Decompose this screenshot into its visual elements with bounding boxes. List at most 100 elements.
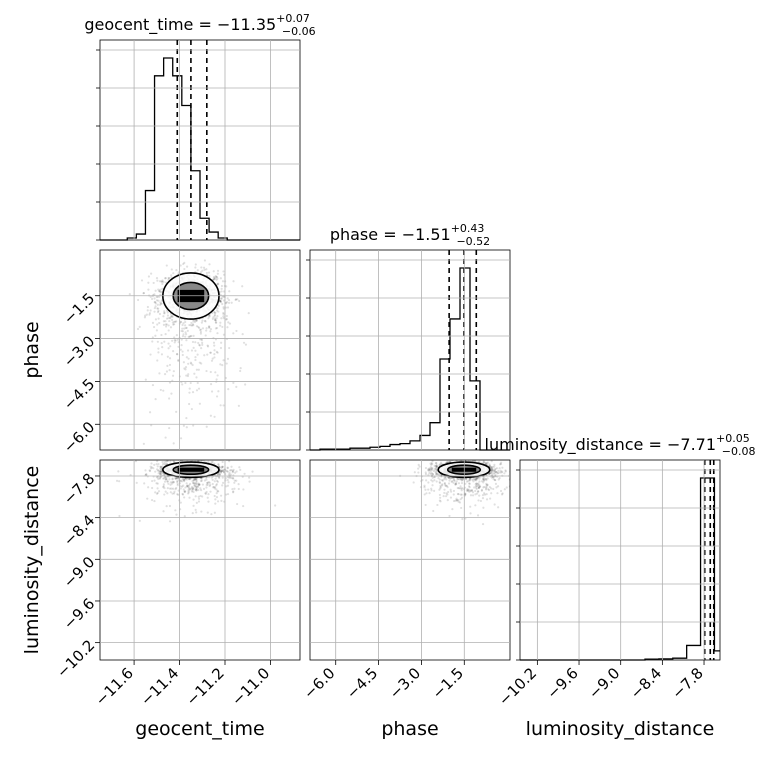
scatter-point bbox=[225, 318, 228, 321]
scatter-point bbox=[193, 484, 196, 487]
scatter-point bbox=[160, 302, 163, 305]
scatter-point bbox=[164, 325, 168, 328]
panel-frame bbox=[99, 249, 301, 451]
scatter-point bbox=[417, 463, 420, 466]
scatter-point bbox=[191, 487, 194, 490]
x-tick-label: −11.2 bbox=[183, 664, 228, 709]
scatter-point bbox=[424, 466, 428, 470]
scatter-point bbox=[487, 488, 491, 492]
scatter-point bbox=[439, 484, 442, 487]
scatter-point bbox=[233, 481, 236, 484]
scatter-point bbox=[195, 376, 198, 379]
scatter-point bbox=[173, 492, 176, 495]
scatter-point bbox=[168, 426, 171, 430]
scatter-point bbox=[191, 512, 194, 515]
scatter-point bbox=[496, 485, 500, 488]
scatter-point bbox=[228, 471, 231, 475]
scatter-point bbox=[229, 476, 233, 479]
scatter-point bbox=[222, 270, 225, 273]
y-tick-label: −8.4 bbox=[60, 511, 98, 549]
scatter-point bbox=[461, 487, 464, 490]
scatter-point bbox=[148, 411, 152, 414]
scatter-point bbox=[417, 471, 420, 474]
scatter-point bbox=[150, 424, 153, 427]
scatter-point bbox=[164, 332, 167, 336]
scatter-point bbox=[225, 485, 228, 488]
scatter-point bbox=[165, 478, 168, 481]
scatter-point bbox=[128, 292, 131, 296]
scatter-point bbox=[204, 320, 207, 323]
scatter-point bbox=[183, 367, 186, 370]
x-tick-label: −9.0 bbox=[585, 664, 623, 702]
panel-grid bbox=[100, 40, 300, 240]
scatter-point bbox=[491, 465, 494, 469]
scatter-point bbox=[433, 468, 436, 471]
scatter-point bbox=[201, 483, 204, 486]
scatter-point bbox=[220, 290, 223, 293]
scatter-point bbox=[155, 295, 158, 299]
scatter-point bbox=[150, 272, 153, 275]
scatter-point bbox=[156, 460, 159, 463]
scatter-point bbox=[494, 478, 497, 482]
scatter-point bbox=[189, 487, 192, 490]
scatter-point bbox=[214, 277, 217, 280]
scatter-point bbox=[198, 326, 201, 330]
panel-title-luminosity_distance: luminosity_distance = −7.71+0.05 −0.08 bbox=[485, 432, 756, 458]
scatter-point bbox=[438, 481, 442, 485]
scatter-point bbox=[446, 499, 449, 502]
scatter-point bbox=[493, 469, 496, 472]
scatter-point bbox=[492, 475, 495, 479]
scatter-point bbox=[192, 424, 195, 427]
scatter-point bbox=[454, 499, 457, 502]
scatter-point bbox=[497, 469, 500, 473]
scatter-point bbox=[156, 307, 159, 310]
scatter-point bbox=[457, 477, 460, 481]
scatter-point bbox=[460, 489, 463, 492]
scatter-point bbox=[193, 483, 196, 486]
scatter-point bbox=[480, 480, 484, 483]
scatter-point bbox=[155, 492, 159, 495]
scatter-point bbox=[188, 488, 191, 491]
scatter-point bbox=[232, 332, 235, 335]
scatter-point bbox=[206, 481, 209, 484]
scatter-point bbox=[221, 481, 225, 484]
scatter-point bbox=[215, 495, 219, 499]
scatter-point bbox=[220, 470, 223, 473]
scatter-point bbox=[475, 476, 479, 479]
scatter-point bbox=[227, 299, 231, 302]
scatter-point bbox=[488, 472, 491, 475]
scatter-point bbox=[162, 323, 165, 326]
scatter-point bbox=[156, 487, 159, 490]
scatter-point bbox=[488, 463, 491, 466]
panel-title-phase: phase = −1.51+0.43 −0.52 bbox=[330, 222, 490, 248]
scatter-point bbox=[160, 468, 163, 471]
scatter-point bbox=[505, 486, 508, 489]
y-tick-label: −4.5 bbox=[60, 375, 98, 413]
scatter-point bbox=[200, 479, 203, 482]
scatter-point bbox=[447, 476, 451, 479]
scatter-point bbox=[221, 302, 224, 306]
scatter-point bbox=[175, 410, 178, 413]
scatter-point bbox=[210, 476, 213, 479]
scatter-point bbox=[459, 478, 462, 481]
scatter-point bbox=[211, 482, 214, 486]
scatter-point bbox=[205, 425, 208, 428]
scatter-point bbox=[165, 505, 168, 508]
scatter-point bbox=[196, 460, 200, 462]
scatter-point bbox=[195, 501, 198, 504]
scatter-point bbox=[164, 478, 168, 481]
scatter-point bbox=[161, 460, 164, 464]
scatter-point bbox=[205, 268, 208, 271]
scatter-point bbox=[162, 389, 165, 392]
scatter-point bbox=[492, 469, 496, 472]
x-tick-label: −1.5 bbox=[429, 664, 467, 702]
scatter-point bbox=[205, 486, 208, 489]
scatter-point bbox=[134, 460, 138, 463]
scatter-point bbox=[430, 463, 433, 466]
scatter-point bbox=[209, 351, 212, 354]
scatter-point bbox=[172, 442, 175, 445]
scatter-point bbox=[184, 368, 187, 371]
scatter-point bbox=[485, 479, 488, 482]
scatter-point bbox=[213, 494, 216, 498]
scatter-point bbox=[226, 466, 229, 469]
